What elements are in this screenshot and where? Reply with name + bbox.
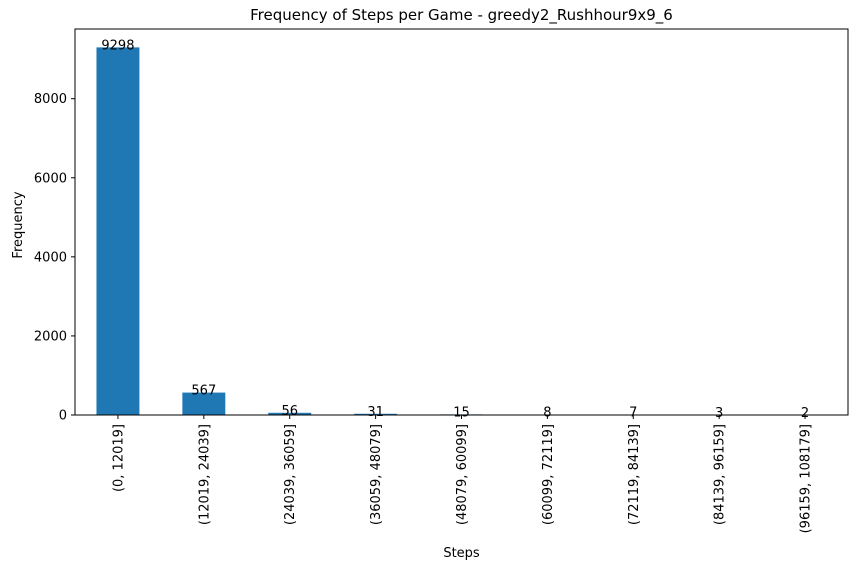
y-tick-label: 4000 <box>34 250 67 265</box>
x-tick-label: (96159, 108179] <box>799 424 814 533</box>
x-tick-label: (0, 12019] <box>111 424 126 492</box>
data-label: 8 <box>543 406 551 421</box>
x-axis: (0, 12019] (12019, 24039] (24039, 36059] (3… <box>111 415 814 533</box>
data-label: 9298 <box>101 38 134 53</box>
data-label: 2 <box>801 406 809 421</box>
y-tick-label: 2000 <box>34 329 67 344</box>
x-tick-label: (72119, 84139] <box>627 424 642 525</box>
x-tick-label: (24039, 36059] <box>283 424 298 525</box>
data-label: 15 <box>453 405 470 420</box>
x-tick-label: (84139, 96159] <box>713 424 728 525</box>
bar <box>182 392 226 415</box>
x-tick-label: (48079, 60099] <box>455 424 470 525</box>
data-label: 567 <box>191 384 216 399</box>
plot-frame <box>74 28 849 416</box>
data-label: 31 <box>367 405 384 420</box>
bars-group <box>96 47 827 416</box>
bar <box>268 412 312 415</box>
x-tick-label: (60099, 72119] <box>541 424 556 525</box>
y-tick-label: 6000 <box>34 171 67 186</box>
y-tick-label: 0 <box>59 409 67 424</box>
x-axis-label: Steps <box>443 546 480 561</box>
x-tick-label: (36059, 48079] <box>369 424 384 525</box>
data-label: 7 <box>629 406 637 421</box>
bar <box>354 413 398 415</box>
y-tick-label: 8000 <box>34 92 67 107</box>
chart-title: Frequency of Steps per Game - greedy2_Ru… <box>250 6 673 25</box>
bar <box>96 47 140 416</box>
y-axis: 0 2000 4000 6000 8000 <box>34 92 75 424</box>
x-tick-label: (12019, 24039] <box>197 424 212 525</box>
data-label: 3 <box>715 406 723 421</box>
y-axis-label: Frequency <box>11 191 26 258</box>
